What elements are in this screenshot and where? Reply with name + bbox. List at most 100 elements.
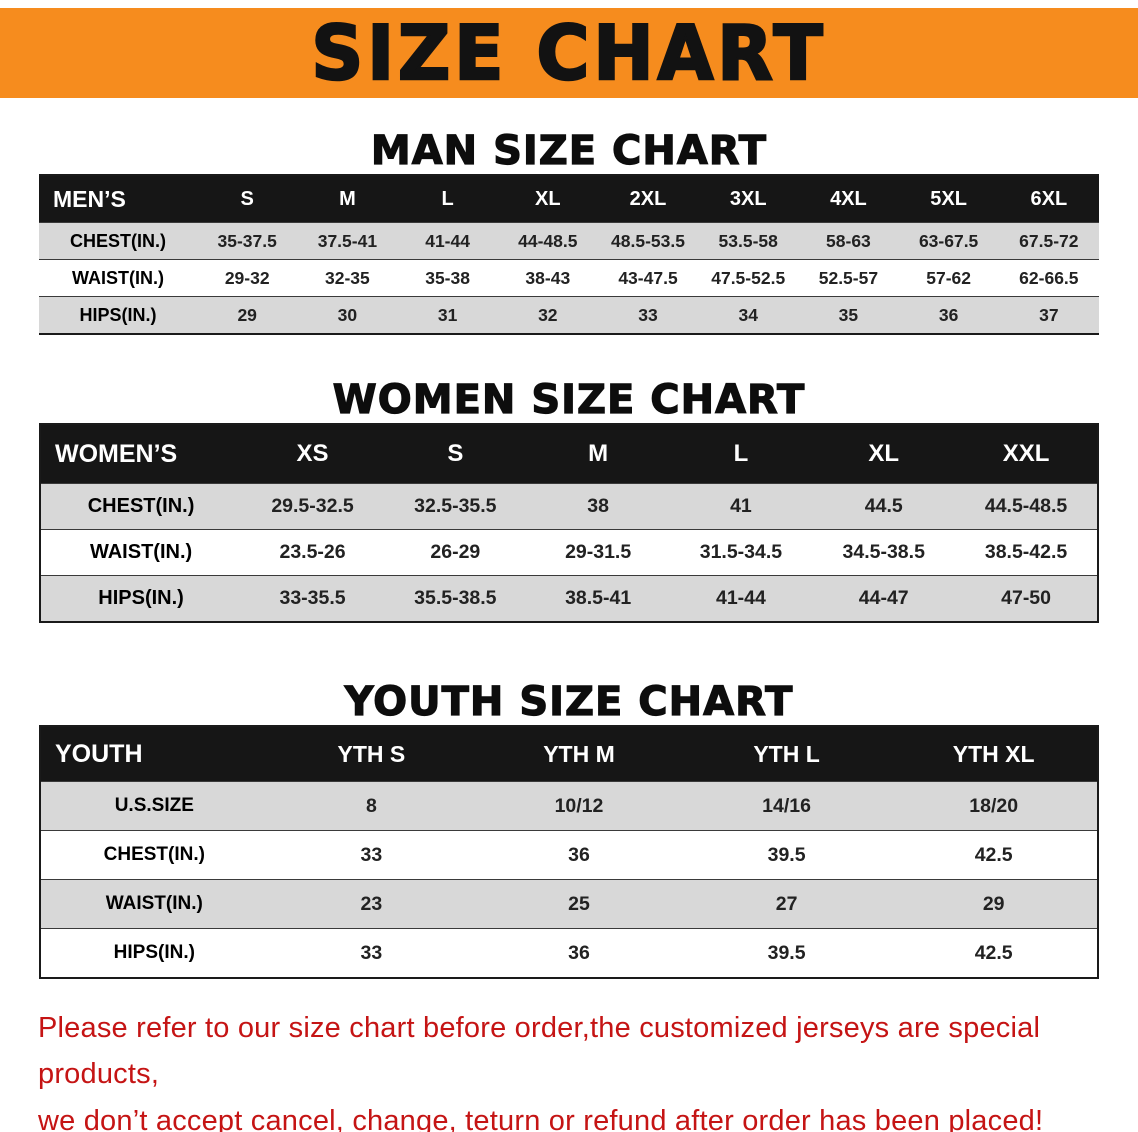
- size-column-header: 2XL: [597, 175, 699, 223]
- measurement-value-cell: 14/16: [762, 794, 811, 817]
- measurement-label-cell: HIPS(IN.): [113, 942, 195, 963]
- size-chart-banner: SIZE CHART: [0, 8, 1138, 98]
- table-header-row: MEN’S S M L XL 2XL 3XL 4XL 5XL 6XL: [39, 175, 1099, 223]
- measurement-value-cell: 33-35.5: [279, 587, 346, 609]
- size-column-header: S: [383, 424, 527, 484]
- table-header-row: YOUTH YTH S YTH M YTH L YTH XL: [40, 726, 1098, 782]
- size-column-header: 6XL: [998, 175, 1099, 223]
- measurement-value-cell: 52.5-57: [818, 267, 879, 288]
- measurement-row: CHEST(IN.) 29.5-32.5 32.5-35.5 38 41 44.5 44.5…: [40, 483, 1098, 530]
- measurement-value-cell: 37: [1039, 304, 1059, 325]
- banner-title: SIZE CHART: [310, 8, 827, 98]
- measurement-value-cell: 35: [838, 304, 859, 325]
- size-column-header: YTH S: [267, 726, 476, 782]
- size-column-header: YTH M: [475, 726, 683, 782]
- measurement-value-cell: 47-50: [1001, 587, 1051, 609]
- table-header-row: WOMEN’S XS S M L XL XXL: [40, 424, 1098, 484]
- measurement-label-cell: U.S.SIZE: [114, 795, 194, 816]
- measurement-value-cell: 38-43: [525, 267, 571, 288]
- measurement-row: WAIST(IN.) 23 25 27 29: [40, 879, 1098, 929]
- measurement-row: WAIST(IN.) 29-32 32-35 35-38 38-43 43-47.5 47.…: [39, 259, 1099, 297]
- size-column-header: XL: [497, 175, 598, 223]
- youth-size-table: YOUTH YTH S YTH M YTH L YTH XL U.S.SIZE 8 10/12…: [39, 725, 1099, 979]
- measurement-value-cell: 8: [365, 794, 377, 817]
- measurement-value-cell: 32: [538, 304, 558, 325]
- measurement-value-cell: 31.5-34.5: [699, 541, 783, 563]
- men-size-table: MEN’S S M L XL 2XL 3XL 4XL 5XL 6XL CHEST(IN.) 35-37…: [39, 174, 1099, 335]
- measurement-label-cell: CHEST(IN.): [70, 230, 167, 251]
- size-column-header: 3XL: [698, 175, 799, 223]
- table-title-cell: YOUTH: [40, 726, 268, 782]
- measurement-value-cell: 32.5-35.5: [414, 495, 497, 517]
- table-title-cell: MEN’S: [39, 175, 198, 223]
- youth-size-chart-heading: YOUTH SIZE CHART: [344, 678, 794, 725]
- measurement-value-cell: 10/12: [554, 794, 604, 817]
- measurement-value-cell: 29-31.5: [565, 541, 632, 563]
- measurement-value-cell: 35.5-38.5: [414, 587, 497, 609]
- measurement-value-cell: 34.5-38.5: [842, 541, 925, 563]
- measurement-value-cell: 41-44: [715, 587, 766, 609]
- women-size-table: WOMEN’S XS S M L XL XXL CHEST(IN.) 29.5-32.5 32.5…: [39, 423, 1099, 623]
- measurement-value-cell: 23: [360, 892, 383, 915]
- size-column-header: YTH L: [682, 726, 891, 782]
- footer-disclaimer-line2: we don’t accept cancel, change, teturn o…: [38, 1104, 1044, 1132]
- measurement-value-cell: 47.5-52.5: [711, 267, 786, 288]
- measurement-value-cell: 32-35: [325, 267, 370, 288]
- measurement-value-cell: 37.5-41: [317, 230, 378, 251]
- measurement-value-cell: 25: [568, 892, 590, 915]
- man-size-chart-heading: MAN SIZE CHART: [370, 127, 768, 174]
- measurement-value-cell: 27: [775, 892, 798, 915]
- measurement-label-cell: HIPS(IN.): [98, 587, 184, 609]
- measurement-value-cell: 41: [730, 495, 752, 517]
- measurement-value-cell: 30: [337, 304, 358, 325]
- measurement-value-cell: 18/20: [969, 794, 1019, 817]
- size-column-header: XXL: [955, 424, 1098, 484]
- measurement-value-cell: 29-32: [224, 267, 270, 288]
- measurement-row: HIPS(IN.) 33-35.5 35.5-38.5 38.5-41 41-44 44-…: [40, 575, 1098, 622]
- size-column-header: S: [197, 175, 298, 223]
- measurement-row: HIPS(IN.) 33 36 39.5 42.5: [40, 928, 1098, 978]
- size-column-header: YTH XL: [890, 726, 1098, 782]
- measurement-label-cell: WAIST(IN.): [89, 541, 193, 563]
- measurement-row: CHEST(IN.) 33 36 39.5 42.5: [40, 830, 1098, 880]
- size-column-header: XS: [241, 424, 384, 484]
- measurement-row: HIPS(IN.) 29 30 31 32 33 34 35 36 37: [39, 296, 1099, 334]
- measurement-label-cell: HIPS(IN.): [79, 304, 157, 325]
- measurement-value-cell: 38.5-41: [565, 587, 632, 609]
- size-column-header: XL: [812, 424, 956, 484]
- measurement-value-cell: 29: [237, 304, 257, 325]
- measurement-label-cell: CHEST(IN.): [87, 495, 195, 517]
- size-column-header: L: [669, 424, 813, 484]
- measurement-value-cell: 33: [360, 941, 383, 964]
- measurement-row: U.S.SIZE 8 10/12 14/16 18/20: [40, 781, 1098, 831]
- size-column-header: 4XL: [798, 175, 899, 223]
- measurement-value-cell: 42.5: [974, 941, 1013, 964]
- measurement-value-cell: 29.5-32.5: [271, 495, 354, 517]
- size-column-header: M: [297, 175, 398, 223]
- measurement-value-cell: 39.5: [767, 941, 806, 964]
- measurement-value-cell: 44-48.5: [518, 230, 578, 251]
- measurement-value-cell: 58-63: [826, 230, 871, 251]
- measurement-value-cell: 62-66.5: [1019, 267, 1079, 288]
- measurement-value-cell: 38: [587, 495, 609, 517]
- measurement-value-cell: 53.5-58: [718, 230, 778, 251]
- measurement-value-cell: 23.5-26: [279, 541, 346, 563]
- measurement-value-cell: 29: [982, 892, 1005, 915]
- measurement-value-cell: 35-38: [425, 267, 470, 288]
- measurement-value-cell: 44-47: [858, 587, 909, 609]
- measurement-value-cell: 36: [938, 304, 959, 325]
- footer-disclaimer-line1: Please refer to our size chart before or…: [38, 1012, 1041, 1091]
- measurement-value-cell: 38.5-42.5: [984, 541, 1068, 563]
- measurement-value-cell: 43-47.5: [618, 267, 678, 288]
- footer-disclaimer: Please refer to our size chart before or…: [38, 1005, 1100, 1132]
- measurement-value-cell: 44.5-48.5: [984, 495, 1068, 517]
- measurement-row: CHEST(IN.) 35-37.5 37.5-41 41-44 44-48.5 48.5…: [39, 222, 1099, 260]
- measurement-value-cell: 33: [360, 843, 383, 866]
- measurement-value-cell: 63-67.5: [918, 230, 979, 251]
- measurement-value-cell: 39.5: [767, 843, 806, 866]
- size-column-header: 5XL: [898, 175, 999, 223]
- size-column-header: M: [526, 424, 670, 484]
- measurement-value-cell: 44.5: [864, 495, 903, 517]
- measurement-value-cell: 57-62: [926, 267, 971, 288]
- measurement-value-cell: 33: [638, 304, 658, 325]
